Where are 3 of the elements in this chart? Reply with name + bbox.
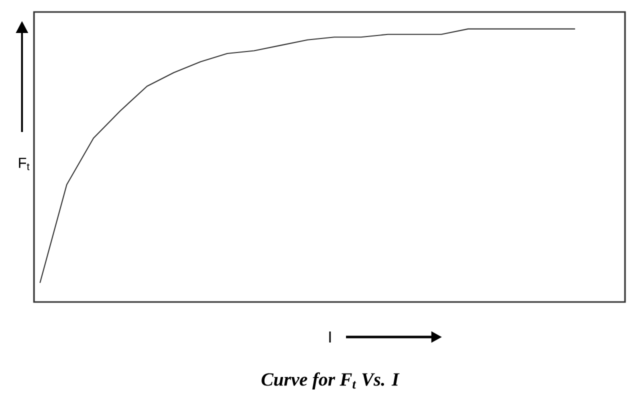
x-axis-title: I (329, 332, 331, 343)
y-axis-title: F$_{t}$ (18, 158, 30, 170)
text: Curve for F$_{t}$ Vs. I (262, 372, 400, 390)
